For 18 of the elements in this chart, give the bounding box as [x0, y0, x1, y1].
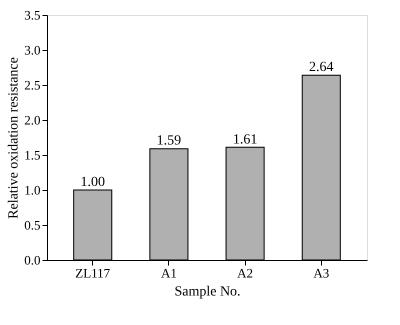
- y-tick-label: 1.0: [24, 182, 40, 198]
- data-label: 1.00: [80, 175, 105, 190]
- data-label: 2.64: [309, 60, 334, 76]
- y-tick-label: 0.5: [24, 218, 40, 232]
- y-tick-label: 1.5: [24, 148, 40, 162]
- x-tick-label: ZL117: [75, 266, 111, 280]
- data-label: 1.61: [232, 132, 258, 148]
- x-tick-label: A1: [160, 266, 177, 280]
- x-axis-title: Sample No.: [174, 284, 241, 300]
- y-tick-label: 3.5: [24, 8, 40, 22]
- x-tick-label: A3: [313, 266, 330, 280]
- y-tick-label: 2.0: [24, 112, 40, 128]
- y-axis-title: Relative oxidation resistance: [6, 57, 22, 219]
- data-label: 1.59: [156, 134, 182, 149]
- y-tick-label: 2.5: [24, 78, 40, 92]
- y-tick-label: 3.0: [24, 42, 40, 58]
- y-tick-label: 0.0: [24, 252, 40, 268]
- x-tick-label: A2: [237, 266, 254, 280]
